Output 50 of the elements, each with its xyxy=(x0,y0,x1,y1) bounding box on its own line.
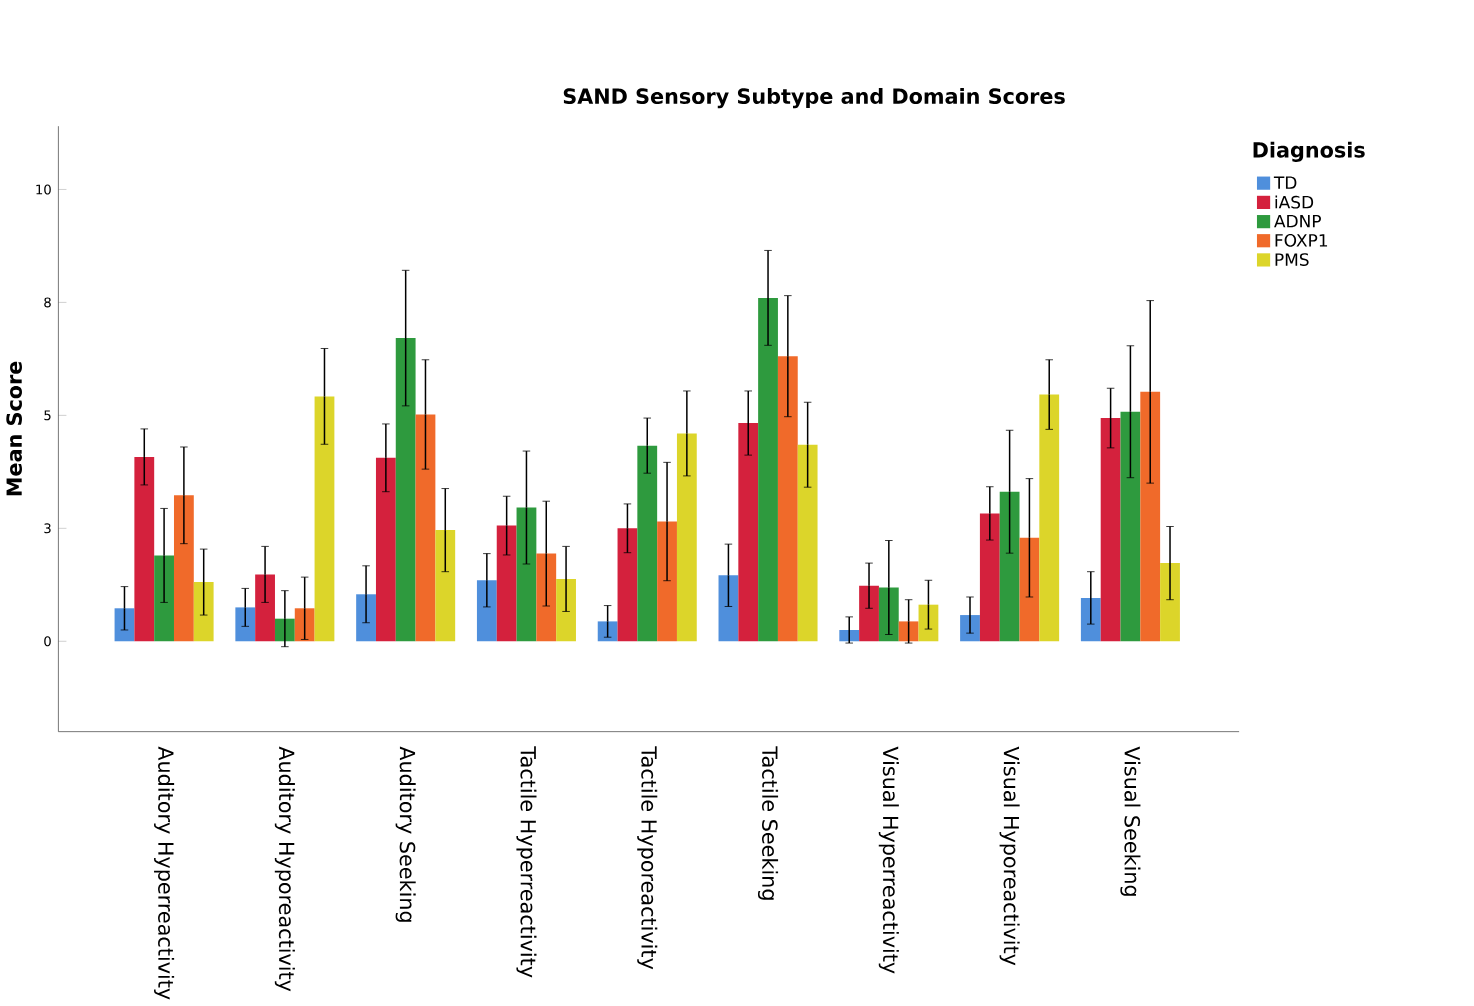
x-tick-label: Auditory Hyperreactivity xyxy=(154,746,175,1000)
chart-title: SAND Sensory Subtype and Domain Scores xyxy=(563,87,1065,108)
bar xyxy=(637,445,658,642)
bar xyxy=(255,574,275,642)
bar xyxy=(134,456,155,642)
x-tick-label: Visual Seeking xyxy=(1120,746,1141,896)
bar xyxy=(516,507,537,642)
bar xyxy=(1160,562,1180,642)
legend-label: FOXP1 xyxy=(1275,233,1328,247)
x-tick-label: Visual Hyperreactivity xyxy=(878,746,899,974)
y-tick-label: 3 xyxy=(44,523,51,534)
bar xyxy=(415,414,436,642)
legend-label: PMS xyxy=(1275,252,1309,266)
bar xyxy=(1039,394,1060,642)
bar xyxy=(657,521,677,642)
bar xyxy=(676,433,697,642)
bar xyxy=(435,529,456,642)
bar xyxy=(738,422,759,642)
bar xyxy=(979,513,1000,642)
bar xyxy=(1120,411,1141,642)
x-tick-label: Tactile Seeking xyxy=(757,746,779,900)
bar xyxy=(1100,417,1121,642)
bar xyxy=(1140,391,1161,642)
y-tick-label: 0 xyxy=(44,636,51,647)
x-tick-label: Tactile Hyporeactivity xyxy=(637,746,658,969)
bar xyxy=(758,297,778,642)
bar xyxy=(718,575,739,642)
legend-label: ADNP xyxy=(1274,214,1321,228)
x-tick-label: Visual Hyporeactivity xyxy=(999,746,1020,966)
bar xyxy=(173,495,194,642)
y-tick-label: 5 xyxy=(44,410,51,421)
x-tick-label: Tactile Hyperreactivity xyxy=(516,746,537,978)
y-axis-title: Mean Score xyxy=(6,361,22,496)
bar xyxy=(375,457,396,642)
legend-label: TD xyxy=(1273,176,1297,189)
bar xyxy=(395,337,416,642)
y-tick-label: 8 xyxy=(44,297,51,308)
legend-title: Diagnosis xyxy=(1253,141,1365,162)
bar xyxy=(476,580,497,642)
bar xyxy=(859,585,879,642)
bar xyxy=(617,528,638,642)
bar xyxy=(999,491,1020,642)
bar xyxy=(496,525,517,642)
bar xyxy=(797,444,818,642)
x-tick-label: Auditory Seeking xyxy=(395,746,416,922)
bar xyxy=(777,355,798,642)
x-tick-label: Auditory Hyporeactivity xyxy=(274,746,295,992)
legend-label: iASD xyxy=(1275,195,1314,209)
bar xyxy=(314,396,335,642)
y-tick-label: 10 xyxy=(36,184,51,195)
